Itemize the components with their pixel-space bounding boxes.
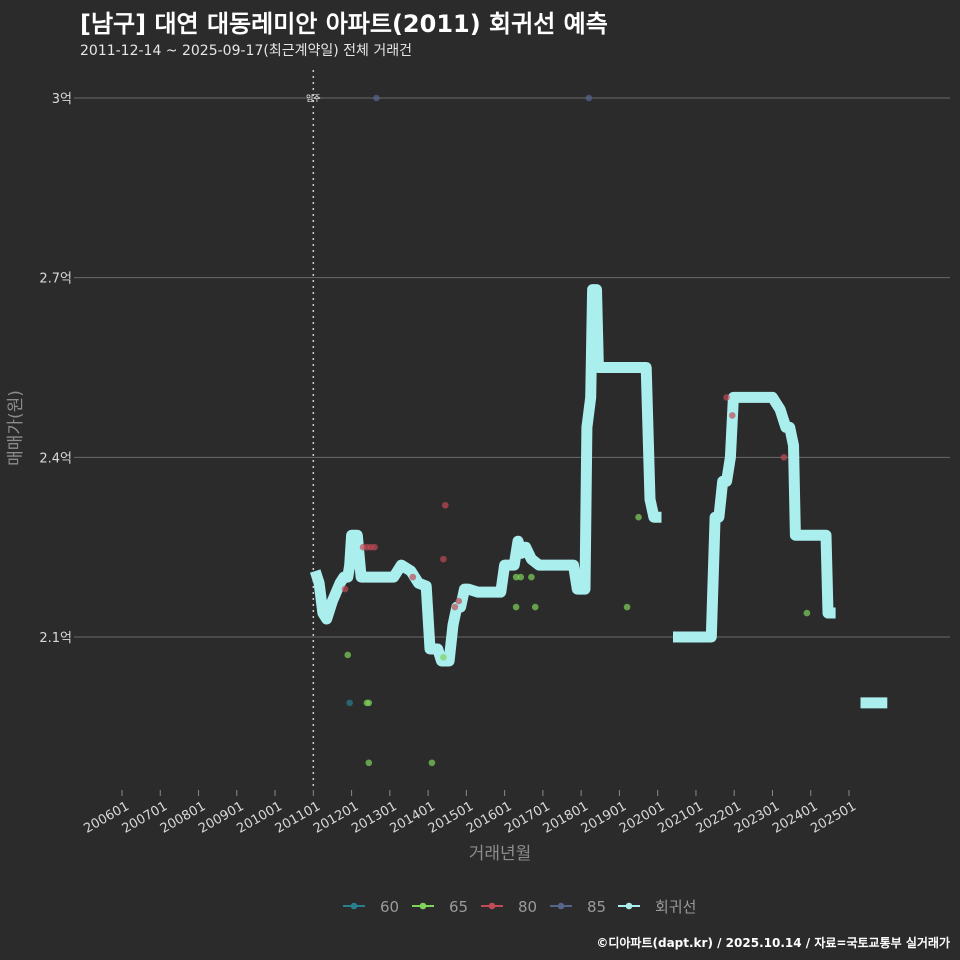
x-axis-ticks: 2006012007012008012009012010012011012012…: [81, 790, 859, 837]
legend-swatch-dot-85: [557, 902, 565, 910]
chart-title: [남구] 대연 대동레미안 아파트(2011) 회귀선 예측: [80, 10, 608, 38]
y-tick-label: 2.1억: [39, 631, 72, 646]
point-65: [528, 573, 535, 581]
y-tick-label: 3억: [52, 92, 72, 107]
point-60: [346, 699, 353, 707]
point-80: [409, 573, 417, 581]
point-80: [341, 585, 349, 593]
trend-line-segment: [673, 391, 836, 643]
legend-label-65: 65: [449, 898, 468, 916]
grid-lines: [80, 97, 950, 638]
legend-label-85: 85: [587, 898, 606, 916]
point-80: [723, 394, 730, 401]
point-65: [635, 513, 642, 521]
point-80: [442, 501, 449, 509]
point-65: [365, 759, 373, 767]
point-65: [344, 651, 352, 659]
point-80: [440, 555, 447, 563]
point-80: [451, 603, 459, 611]
legend-swatch-dot-trend: [625, 902, 633, 910]
point-65: [517, 573, 525, 581]
point-65: [365, 699, 373, 707]
point-80: [728, 412, 736, 419]
point-65: [531, 603, 539, 611]
move-in-label: 입주: [306, 94, 321, 103]
y-tick-label: 2.4억: [39, 451, 72, 466]
footer-credit: ©디아파트(dapt.kr) / 2025.10.14 / 자료=국토교통부 실…: [596, 936, 950, 950]
point-80: [455, 597, 463, 605]
x-axis-label: 거래년월: [469, 844, 532, 864]
legend-swatch-dot-60: [350, 902, 358, 910]
trend-lines: [309, 284, 888, 709]
chart-subtitle: 2011-12-14 ~ 2025-09-17(최근계약일) 전체 거래건: [80, 43, 412, 59]
trend-line-segment: [309, 284, 662, 667]
point-65: [440, 654, 447, 661]
legend-label-60: 60: [380, 898, 399, 916]
point-65: [623, 603, 631, 611]
point-65: [512, 573, 520, 581]
point-85: [585, 94, 593, 102]
legend-label-trend: 회귀선: [655, 898, 696, 916]
point-65: [428, 759, 436, 767]
point-80: [780, 454, 788, 461]
point-85: [373, 94, 380, 102]
scatter-points: [341, 94, 811, 767]
legend: 60 65 80 85 회귀선: [343, 898, 696, 916]
legend-swatch-dot-65: [419, 902, 427, 910]
point-80: [371, 543, 378, 551]
legend-label-80: 80: [518, 898, 537, 916]
move-in-marker: 입주: [306, 70, 321, 790]
y-tick-label: 2.7억: [39, 272, 72, 287]
point-65: [803, 609, 811, 617]
point-65: [512, 603, 520, 611]
y-axis-label: 매매가(원): [6, 390, 26, 466]
y-axis-ticks: 2.1억 2.4억 2.7억 3억: [39, 92, 80, 646]
legend-swatch-dot-80: [488, 902, 496, 910]
